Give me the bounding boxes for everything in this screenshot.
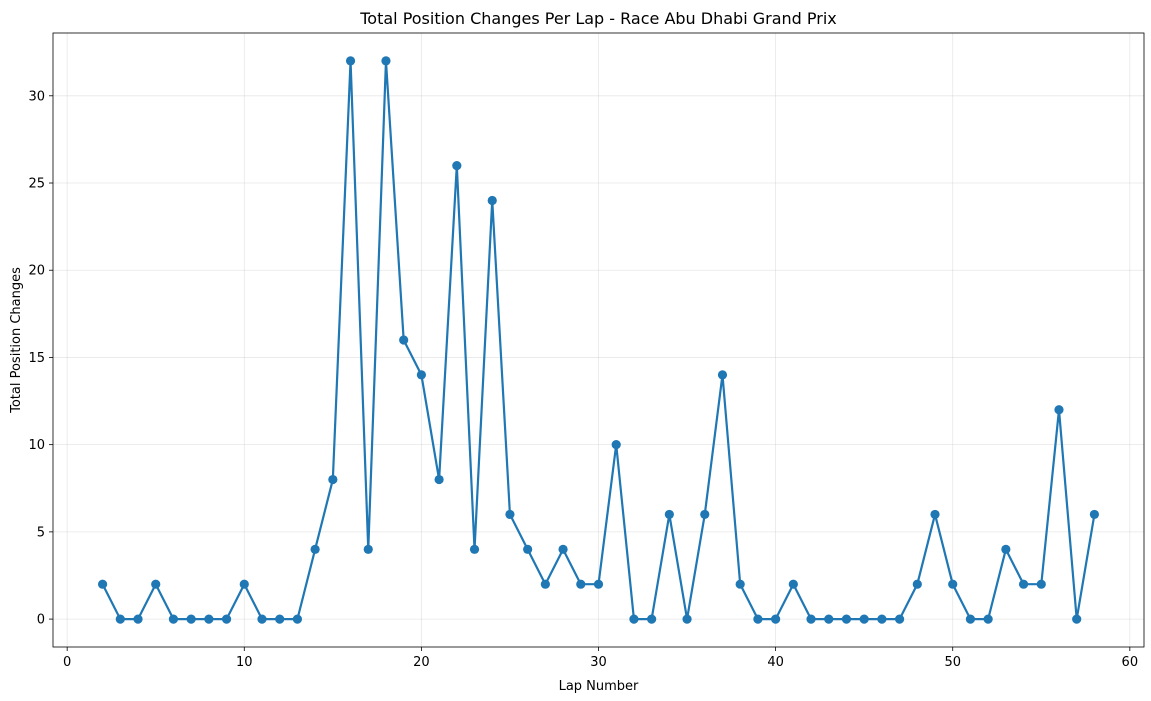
x-tick-label: 20 [413, 655, 430, 670]
y-tick-label: 25 [28, 177, 45, 192]
data-point [700, 509, 710, 520]
data-point [806, 614, 816, 624]
chart-title: Total Position Changes Per Lap - Race Ab… [359, 9, 837, 28]
y-tick-label: 5 [37, 525, 45, 540]
data-point [629, 614, 639, 624]
data-point [894, 614, 905, 624]
x-tick-label: 0 [63, 655, 71, 670]
data-point [133, 614, 143, 624]
data-point [983, 614, 993, 624]
data-point [115, 614, 125, 624]
data-point [593, 579, 604, 589]
data-point [1001, 544, 1011, 554]
data-point [469, 544, 480, 554]
data-point [1018, 579, 1029, 589]
data-point [1089, 509, 1100, 520]
data-point [275, 614, 285, 624]
data-point [930, 509, 940, 520]
data-point [310, 544, 320, 554]
data-point [345, 56, 356, 66]
data-point [1036, 579, 1046, 589]
data-point [363, 544, 373, 554]
data-point [399, 335, 409, 345]
data-point [948, 579, 958, 589]
data-point [452, 160, 462, 171]
data-point [753, 614, 763, 624]
y-tick-label: 30 [28, 89, 45, 104]
data-point [717, 370, 728, 380]
x-tick-label: 60 [1122, 655, 1139, 670]
data-point [558, 544, 568, 554]
data-point [841, 614, 852, 624]
data-point [859, 614, 869, 624]
data-point [221, 614, 232, 624]
data-point [965, 614, 976, 624]
data-point [1054, 405, 1064, 415]
data-point [186, 614, 196, 624]
grid [53, 33, 1144, 647]
y-tick-label: 0 [37, 613, 45, 628]
data-point [771, 614, 781, 624]
data-point [611, 440, 621, 450]
data-point [97, 579, 108, 589]
data-point [664, 509, 674, 520]
data-point [735, 579, 745, 589]
y-tick-label: 10 [28, 438, 45, 453]
x-tick-label: 10 [236, 655, 253, 670]
axes: 0 10 20 30 40 50 60 0 5 10 15 20 25 30 [28, 32, 1145, 670]
data-point [487, 195, 497, 206]
y-tick-label: 15 [28, 351, 45, 366]
data-point [416, 370, 426, 380]
x-tick-label: 40 [767, 655, 784, 670]
data-point [788, 579, 798, 589]
data-point [168, 614, 179, 624]
data-point [576, 579, 586, 589]
data-point [257, 614, 267, 624]
data-point [824, 614, 834, 624]
x-tick-label: 50 [944, 655, 961, 670]
data-point [381, 56, 391, 66]
y-tick-label: 20 [28, 264, 45, 279]
data-point [1072, 614, 1082, 624]
data-point [523, 544, 533, 554]
data-point [239, 579, 249, 589]
x-axis-title: Lap Number [559, 679, 639, 694]
data-point [540, 579, 550, 589]
data-point [151, 579, 161, 589]
data-point [877, 614, 887, 624]
data-point [292, 614, 303, 624]
data-point [647, 614, 657, 624]
data-point [912, 579, 922, 589]
y-axis-title: Total Position Changes [9, 267, 24, 414]
x-tick-label: 30 [590, 655, 607, 670]
data-point [434, 474, 444, 485]
data-point [505, 509, 515, 520]
data-point [328, 474, 338, 485]
series-layer [97, 56, 1100, 624]
data-point [682, 614, 692, 624]
data-point [204, 614, 214, 624]
